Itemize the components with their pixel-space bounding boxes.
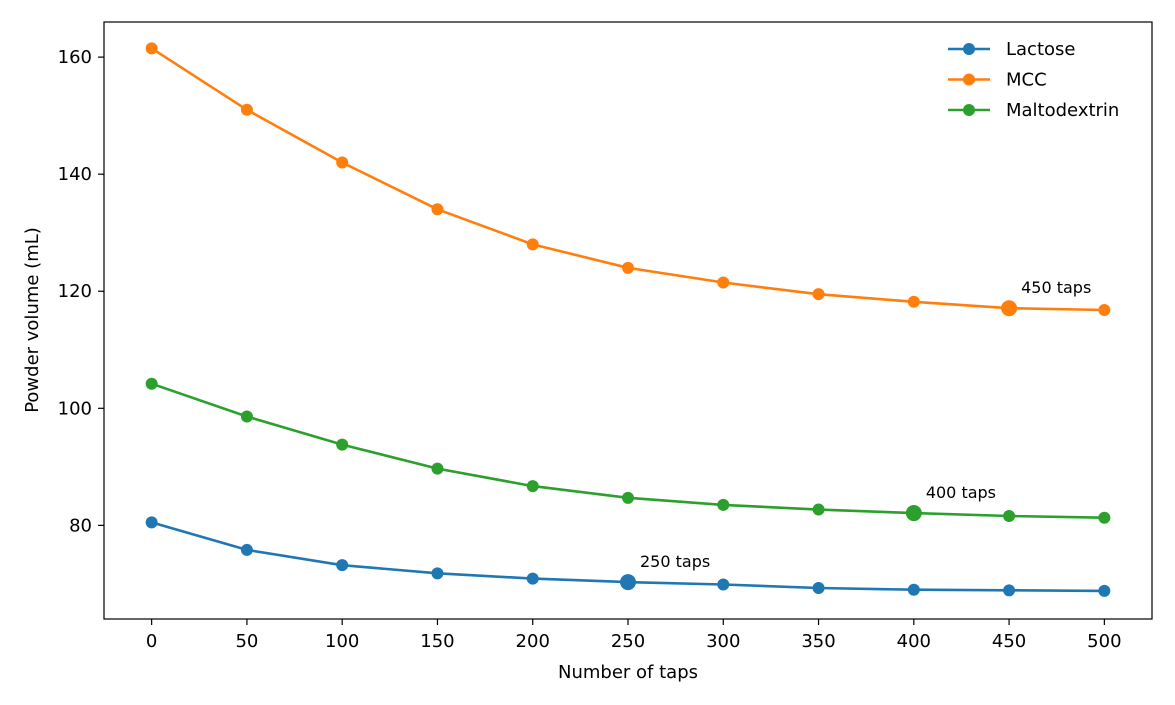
series-maltodextrin	[145, 377, 1111, 524]
series-mcc	[145, 42, 1111, 317]
data-point	[907, 295, 920, 308]
data-point	[812, 288, 825, 301]
legend-label: MCC	[1006, 70, 1047, 91]
legend-label: Lactose	[1006, 39, 1075, 60]
x-tick-label: 200	[516, 631, 550, 652]
data-point	[1003, 584, 1016, 597]
legend-item: Lactose	[948, 39, 1075, 60]
data-point	[240, 410, 253, 423]
data-point	[717, 498, 730, 511]
x-tick-label: 250	[611, 631, 645, 652]
plot-background	[104, 22, 1152, 619]
annotation-layer: 250 taps 450 taps 400 taps	[640, 278, 1091, 571]
data-point	[1098, 511, 1111, 524]
legend-marker	[963, 43, 975, 55]
x-tick-label: 350	[801, 631, 835, 652]
highlight-annotation: 450 taps	[1021, 278, 1091, 297]
highlight-point	[620, 574, 636, 591]
data-point	[336, 156, 349, 169]
x-axis: 0 50 100 150 200 250 300 350 400 450 500	[146, 619, 1122, 652]
data-point	[526, 480, 539, 493]
y-tick-label: 160	[58, 47, 92, 68]
highlight-point	[1001, 300, 1018, 317]
data-point	[145, 42, 158, 55]
legend-label: Maltodextrin	[1006, 100, 1119, 121]
x-tick-label: 400	[897, 631, 931, 652]
y-tick-label: 120	[58, 281, 92, 302]
data-point	[526, 238, 539, 251]
data-point	[1098, 303, 1111, 316]
y-axis: 80 100 120 140 160	[58, 47, 104, 536]
data-point	[240, 543, 253, 556]
x-tick-label: 500	[1087, 631, 1121, 652]
series-layer	[145, 42, 1111, 597]
data-point	[145, 377, 158, 390]
data-point	[812, 581, 825, 594]
y-tick-label: 80	[69, 515, 92, 536]
x-tick-label: 100	[325, 631, 359, 652]
data-point	[431, 462, 444, 475]
data-point	[145, 516, 158, 529]
x-tick-label: 0	[146, 631, 157, 652]
x-tick-label: 450	[992, 631, 1026, 652]
x-axis-label: Number of taps	[558, 662, 698, 683]
data-point	[907, 583, 920, 596]
legend: Lactose MCC Maltodextrin	[948, 39, 1119, 121]
highlight-annotation: 400 taps	[926, 483, 996, 502]
data-point	[1098, 584, 1111, 597]
data-point	[717, 276, 730, 289]
data-point	[240, 103, 253, 116]
highlight-annotation: 250 taps	[640, 552, 710, 571]
data-point	[622, 261, 634, 274]
data-point	[622, 491, 634, 504]
legend-marker	[963, 73, 975, 86]
legend-marker	[963, 104, 975, 116]
x-tick-label: 300	[706, 631, 740, 652]
data-point	[431, 203, 444, 216]
series-lactose	[145, 516, 1111, 597]
y-tick-label: 100	[58, 398, 92, 419]
data-point	[717, 578, 730, 591]
data-point	[812, 503, 825, 516]
data-point	[336, 559, 349, 572]
x-tick-label: 50	[235, 631, 258, 652]
data-point	[431, 567, 444, 580]
legend-item: Maltodextrin	[948, 100, 1119, 121]
data-point	[336, 438, 349, 451]
highlight-point	[905, 505, 922, 522]
y-tick-label: 140	[58, 164, 92, 185]
data-point	[1003, 509, 1016, 522]
data-point	[526, 572, 539, 585]
legend-item: MCC	[948, 70, 1047, 91]
y-axis-label: Powder volume (mL)	[22, 227, 43, 413]
x-tick-label: 150	[420, 631, 454, 652]
